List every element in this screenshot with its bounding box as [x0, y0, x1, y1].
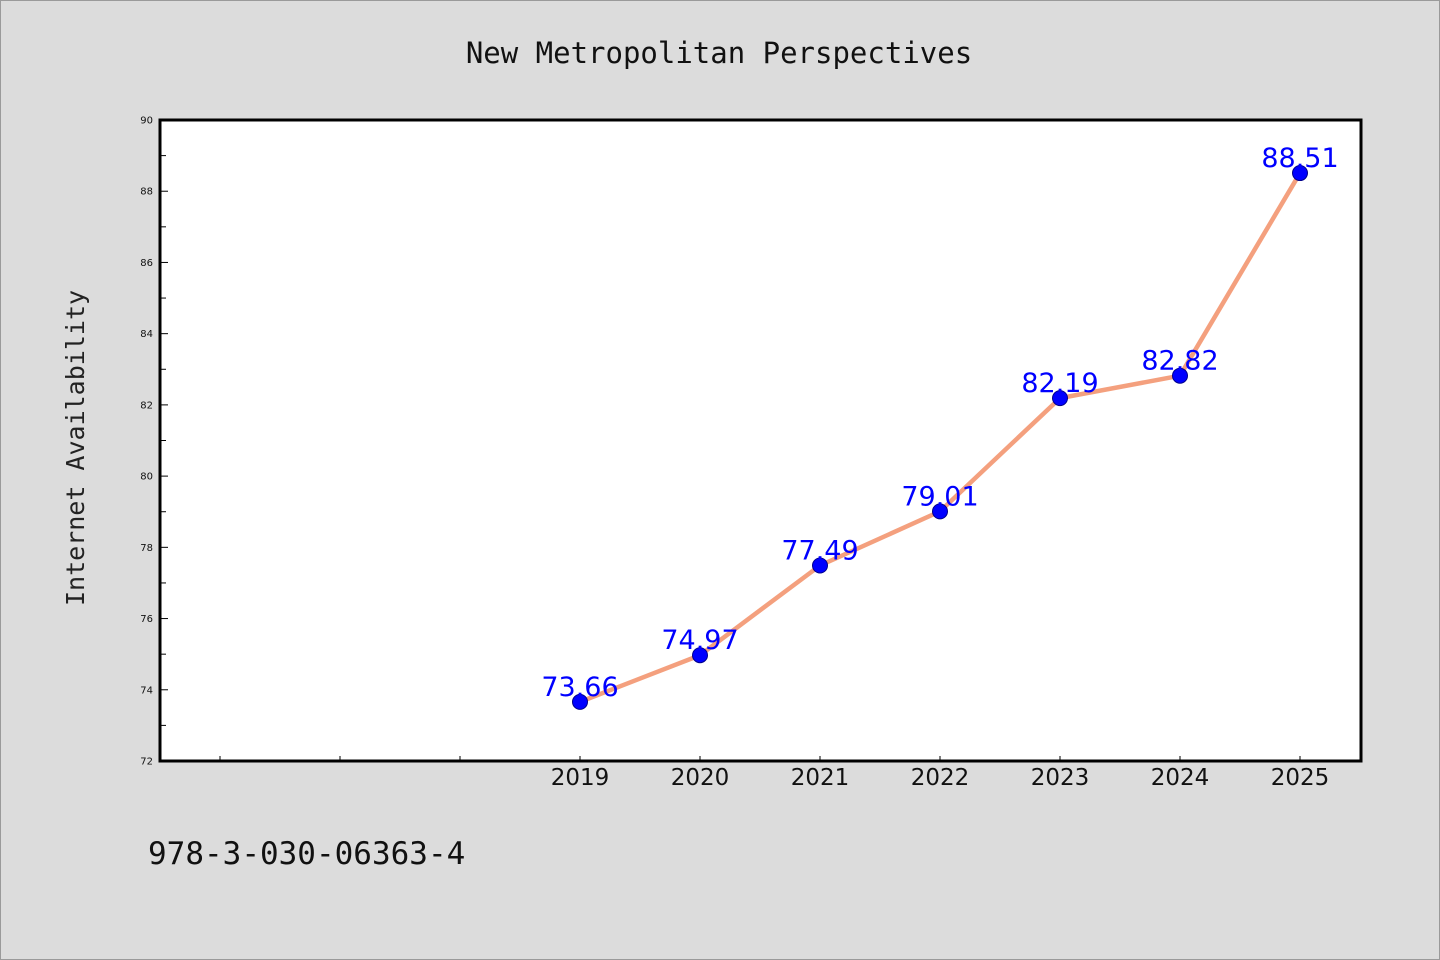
x-tick-label: 2019	[551, 765, 610, 791]
data-point-marker	[932, 503, 948, 520]
data-point-marker	[572, 693, 588, 710]
data-label: 79.01	[901, 481, 978, 512]
data-label: 82.82	[1141, 346, 1218, 377]
isbn-footer: 978-3-030-06363-4	[148, 836, 465, 872]
y-tick-label: 80	[140, 472, 153, 483]
y-tick-label: 90	[140, 116, 153, 127]
x-axis: 2019 2020 2021 2022 2023 2024 2025	[219, 756, 1330, 791]
data-label: 73.66	[541, 672, 618, 703]
y-tick-label: 78	[140, 543, 153, 554]
data-point-marker	[1172, 367, 1188, 384]
data-labels: 73.66 74.97 77.49 79.01 82.19 82.82 88.51	[541, 143, 1338, 703]
y-tick-label: 86	[140, 258, 153, 269]
data-label: 88.51	[1261, 143, 1338, 174]
x-tick-label: 2025	[1271, 765, 1330, 791]
data-point-marker	[692, 647, 708, 664]
data-label: 77.49	[781, 535, 858, 566]
data-label: 82.19	[1021, 368, 1098, 399]
y-axis: 72 74 76 78 80 82 84 86 88 90	[140, 116, 168, 768]
series-line	[572, 165, 1308, 710]
x-tick-label: 2024	[1151, 765, 1210, 791]
y-tick-label: 76	[140, 614, 153, 625]
y-axis-label: Internet Availability	[61, 290, 90, 606]
data-point-marker	[812, 557, 828, 574]
data-label: 74.97	[661, 625, 738, 656]
chart-title: New Metropolitan Perspectives	[466, 36, 972, 70]
x-tick-label: 2020	[671, 765, 730, 791]
plot-area	[158, 118, 1363, 763]
y-tick-label: 88	[140, 187, 153, 198]
data-point-marker	[1052, 390, 1068, 407]
data-point-marker	[1292, 165, 1308, 182]
y-tick-label: 74	[140, 685, 153, 696]
x-tick-label: 2021	[791, 765, 850, 791]
y-tick-label: 82	[140, 400, 153, 411]
y-tick-label: 84	[140, 329, 153, 340]
x-tick-label: 2022	[911, 765, 970, 791]
y-tick-label: 72	[140, 757, 153, 768]
x-tick-label: 2023	[1031, 765, 1090, 791]
